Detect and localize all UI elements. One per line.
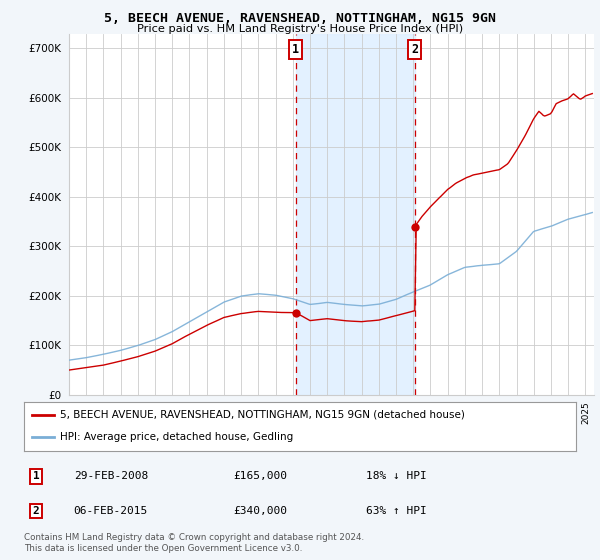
Text: 1: 1 <box>292 43 299 55</box>
Text: 5, BEECH AVENUE, RAVENSHEAD, NOTTINGHAM, NG15 9GN (detached house): 5, BEECH AVENUE, RAVENSHEAD, NOTTINGHAM,… <box>60 410 465 420</box>
Text: 63% ↑ HPI: 63% ↑ HPI <box>366 506 427 516</box>
Text: Price paid vs. HM Land Registry's House Price Index (HPI): Price paid vs. HM Land Registry's House … <box>137 24 463 34</box>
Text: 2: 2 <box>411 43 418 55</box>
Text: 1: 1 <box>33 471 40 481</box>
Text: £340,000: £340,000 <box>234 506 288 516</box>
Text: 06-FEB-2015: 06-FEB-2015 <box>74 506 148 516</box>
Text: HPI: Average price, detached house, Gedling: HPI: Average price, detached house, Gedl… <box>60 432 293 442</box>
Bar <box>296 34 415 395</box>
Text: 5, BEECH AVENUE, RAVENSHEAD, NOTTINGHAM, NG15 9GN: 5, BEECH AVENUE, RAVENSHEAD, NOTTINGHAM,… <box>104 12 496 25</box>
Text: 18% ↓ HPI: 18% ↓ HPI <box>366 471 427 481</box>
Text: £165,000: £165,000 <box>234 471 288 481</box>
Text: 29-FEB-2008: 29-FEB-2008 <box>74 471 148 481</box>
Text: Contains HM Land Registry data © Crown copyright and database right 2024.
This d: Contains HM Land Registry data © Crown c… <box>24 533 364 553</box>
Text: 2: 2 <box>33 506 40 516</box>
